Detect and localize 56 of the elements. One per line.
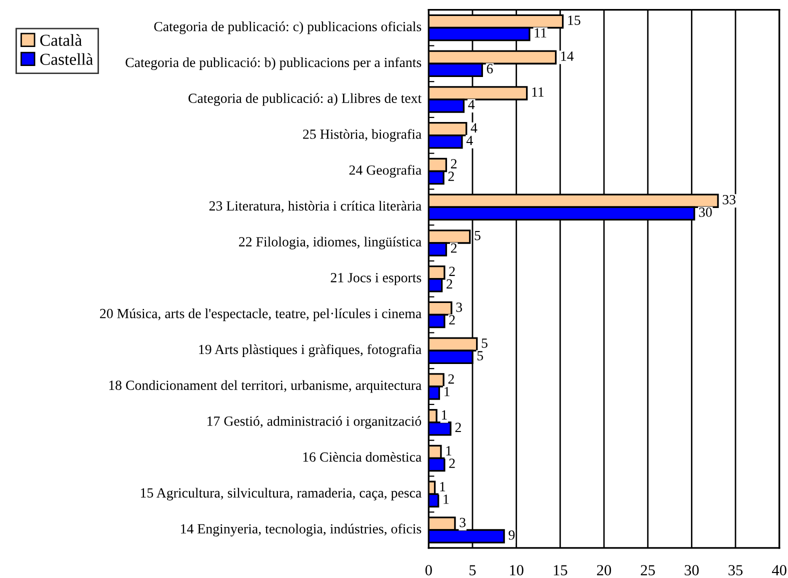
x-tick-label: 5 <box>470 565 476 576</box>
data-label: 1 <box>444 494 449 504</box>
y-tick-label: 17 Gestió, administració i organització <box>208 416 422 429</box>
data-label: 4 <box>466 136 473 146</box>
y-tick-label: 15 Agricultura, silvicultura, ramaderia, caça, pesca <box>140 488 422 500</box>
y-tick-label: 19 Arts plàstiques i gràfiques, fotografia <box>199 344 422 358</box>
y-tick-label: Categoria de publicació: c) publicacions oficials <box>154 21 422 34</box>
x-tick-label: 10 <box>510 565 524 576</box>
y-tick-label: 18 Condicionament del territori, urbanisme, arquitectura <box>109 380 422 393</box>
data-label: 2 <box>448 172 454 181</box>
data-label: 4 <box>468 100 475 110</box>
data-label: 5 <box>474 230 480 240</box>
data-label: 11 <box>532 87 544 97</box>
data-label: 2 <box>449 458 455 468</box>
data-label: 2 <box>455 422 461 432</box>
x-tick-label: 0 <box>425 565 432 576</box>
data-label: 1 <box>442 410 447 420</box>
x-tick-label: 40 <box>772 565 786 576</box>
y-tick-label: 24 Geografia <box>349 164 422 178</box>
data-label: 2 <box>449 266 455 276</box>
y-tick-label: 14 Enginyeria, tecnologia, indústries, oficis <box>181 524 422 536</box>
y-tick-label: Categoria de publicació: b) publicacions per a infants <box>126 57 422 70</box>
y-tick-label: 23 Literatura, història i crítica literària <box>209 200 422 213</box>
data-label: 11 <box>534 28 546 38</box>
data-label: 6 <box>486 64 493 74</box>
legend-label: Català <box>40 34 82 46</box>
y-tick-label: 25 Història, biografia <box>303 129 422 142</box>
data-label: 33 <box>722 195 736 204</box>
data-label: 2 <box>449 315 455 324</box>
data-label: 14 <box>561 52 574 61</box>
data-label: 1 <box>446 446 452 456</box>
data-label: 2 <box>450 159 457 168</box>
x-tick-label: 20 <box>597 565 612 576</box>
data-label: 4 <box>470 123 478 132</box>
data-label: 1 <box>440 482 446 492</box>
x-tick-label: 30 <box>684 565 699 576</box>
x-tick-label: 15 <box>554 565 568 576</box>
y-tick-label: 20 Música, arts de l'espectacle, teatre, pel·lícules i cinema <box>100 308 422 322</box>
data-label: 2 <box>450 243 457 253</box>
y-tick-label: 22 Filologia, idiomes, lingüística <box>239 236 422 250</box>
data-label: 1 <box>444 386 450 396</box>
y-tick-label: Categoria de publicació: a) Llibres de text <box>188 93 422 106</box>
data-label: 5 <box>477 351 484 360</box>
data-label: 15 <box>568 16 580 25</box>
data-label: 2 <box>448 374 454 384</box>
legend-label: Castellà <box>40 53 94 65</box>
data-label: 9 <box>508 530 515 540</box>
data-label: 3 <box>456 302 462 312</box>
y-tick-label: 16 Ciència domèstica <box>303 452 422 462</box>
data-label: 30 <box>699 208 712 217</box>
data-label: 5 <box>482 338 488 348</box>
data-label: 2 <box>446 279 452 289</box>
data-label: 3 <box>460 518 466 528</box>
y-tick-label: 21 Jocs i esports <box>330 273 422 286</box>
x-tick-label: 35 <box>728 565 743 576</box>
x-tick-label: 25 <box>640 565 655 576</box>
